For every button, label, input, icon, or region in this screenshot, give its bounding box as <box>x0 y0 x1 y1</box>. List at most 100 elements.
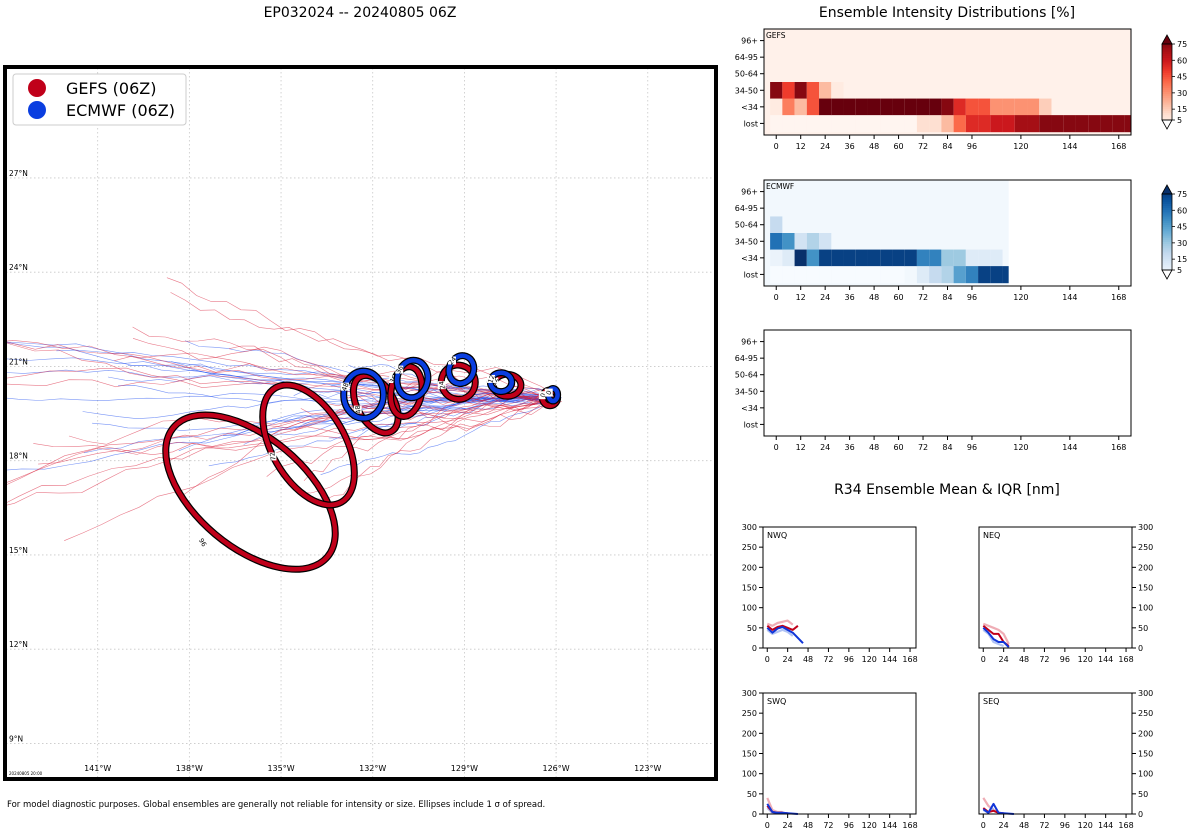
heatmap-cell <box>941 249 954 267</box>
colorbar-segment <box>1162 211 1172 214</box>
heatmap-cell <box>806 98 820 116</box>
r34-y-tick-label: 200 <box>742 563 757 572</box>
colorbar-segment <box>1162 64 1172 68</box>
r34-frame <box>762 692 917 815</box>
r34-y-tick-label: 150 <box>742 584 757 593</box>
heatmap-cell <box>770 216 783 234</box>
ensemble-track <box>6 395 556 504</box>
heatmap-cell <box>929 98 942 116</box>
heatmap-cell <box>867 98 881 116</box>
ensemble-track <box>6 342 557 401</box>
row-label: 64-95 <box>735 204 758 213</box>
r34-x-tick-label: 144 <box>882 821 897 830</box>
heatmap-cell <box>831 266 844 284</box>
heatmap-cell <box>978 249 991 267</box>
colorbar-segment <box>1162 214 1172 218</box>
colorbar-segment <box>1162 224 1172 227</box>
colorbar-tick-label: 60 <box>1177 206 1187 215</box>
colorbar-segment <box>1162 106 1172 110</box>
colorbar-segment <box>1162 55 1172 58</box>
colorbar-segment <box>1162 93 1172 96</box>
heatmap-cell <box>929 249 942 267</box>
colorbar-segment <box>1162 110 1172 113</box>
ellipse-label-bg <box>487 374 496 383</box>
colorbar-segment <box>1162 228 1172 231</box>
colorbar-segment <box>1162 53 1172 56</box>
heatmap-cell <box>1039 98 1052 116</box>
r34-y-tick-label: 300 <box>742 523 757 532</box>
heatmap-cell <box>855 249 868 267</box>
row-label: 50-64 <box>735 221 758 230</box>
x-tick-label: 0 <box>774 142 779 151</box>
r34-x-tick-label: 24 <box>999 655 1009 664</box>
heatmap-cell <box>990 249 1003 267</box>
r34-y-tick-label: 100 <box>742 770 757 779</box>
colorbar-segment <box>1162 66 1172 70</box>
gefs-ellipse-96 <box>163 412 338 572</box>
r34-y-tick-label: 200 <box>1138 563 1153 572</box>
heatmap-cell <box>1112 115 1125 133</box>
heatmap-panel-label: ECMWF <box>766 182 794 191</box>
row-label: 64-95 <box>735 53 758 62</box>
x-tick-label: 0 <box>774 293 779 302</box>
r34-y-tick-label: 0 <box>752 644 757 653</box>
colorbar-segment <box>1162 203 1172 206</box>
row-label: 34-50 <box>735 86 758 95</box>
colorbar-segment <box>1162 61 1172 64</box>
x-tick-label: 60 <box>893 293 903 302</box>
x-tick-label: 0 <box>774 443 779 452</box>
ellipse-label-bg <box>544 388 553 397</box>
colorbar-segment <box>1162 80 1172 83</box>
heatmap-cell <box>1088 115 1101 133</box>
heatmap-cell <box>1027 98 1040 116</box>
r34-x-tick-label: 48 <box>1019 821 1029 830</box>
colorbar-segment <box>1162 258 1172 261</box>
ensemble-track <box>6 391 555 403</box>
map-legend: GEFS (06Z) ECMWF (06Z) <box>12 73 187 126</box>
heatmap-cell <box>1002 115 1015 133</box>
r34-x-tick-label: 96 <box>1060 821 1070 830</box>
x-tick-label: 84 <box>942 142 952 151</box>
r34-x-tick-label: 96 <box>844 821 854 830</box>
ellipse-hour-label: 36 <box>394 364 405 375</box>
ellipse-hour-label: 24 <box>437 380 446 390</box>
x-tick-label: 24 <box>820 142 830 151</box>
row-label: 50-64 <box>735 70 758 79</box>
heatmap-cell <box>843 249 856 267</box>
x-tick-label: 48 <box>869 142 879 151</box>
ellipse-label-bg <box>268 452 277 461</box>
heatmap-cell <box>770 98 783 116</box>
ensemble-track <box>68 402 557 445</box>
r34-panel-swq: SWQ 0 50 100 150 200 250 300 0 24 48 72 96 120 144 168 <box>742 689 918 830</box>
ellipse-hour-label: 0 <box>545 389 554 396</box>
lon-tick-label: 135°W <box>267 764 294 773</box>
colorbar-segment <box>1162 241 1172 244</box>
heatmap-cell <box>806 233 820 251</box>
colorbar-segment <box>1162 218 1172 222</box>
heatmap-cell <box>794 249 807 267</box>
r34-x-tick-label: 168 <box>902 821 917 830</box>
lat-tick-label: 9°N <box>9 734 23 743</box>
colorbar-segment <box>1162 205 1172 208</box>
r34-y-tick-label: 150 <box>1138 584 1153 593</box>
lon-tick-label: 123°W <box>634 764 661 773</box>
heatmap-cell <box>782 233 795 251</box>
heatmap-cell <box>1039 115 1052 133</box>
colorbar-segment <box>1162 201 1172 204</box>
x-tick-label: 72 <box>918 142 928 151</box>
ellipse-hour-label: 0 <box>539 392 548 399</box>
colorbar-segment <box>1162 78 1172 81</box>
colorbar-segment <box>1162 83 1172 87</box>
heatmap-cell <box>1124 115 1131 133</box>
heatmap-cell <box>880 98 893 116</box>
intensity-panel-ecmwf: ECMWF 96+ 64-95 50-64 34-50 <34 lost 0 12 24 36 48 6… <box>735 179 1132 302</box>
colorbar-segment <box>1162 99 1172 102</box>
x-tick-label: 24 <box>820 443 830 452</box>
r34-panel-nwq: NWQ 0 50 100 150 200 250 300 0 24 48 72 96 120 144 168 <box>742 523 918 664</box>
row-label: 34-50 <box>735 237 758 246</box>
lon-tick-label: 138°W <box>176 764 203 773</box>
heatmap-cell <box>880 266 893 284</box>
heatmap-cell <box>794 98 807 116</box>
colorbar-segment <box>1162 101 1172 104</box>
x-tick-label: 72 <box>918 443 928 452</box>
